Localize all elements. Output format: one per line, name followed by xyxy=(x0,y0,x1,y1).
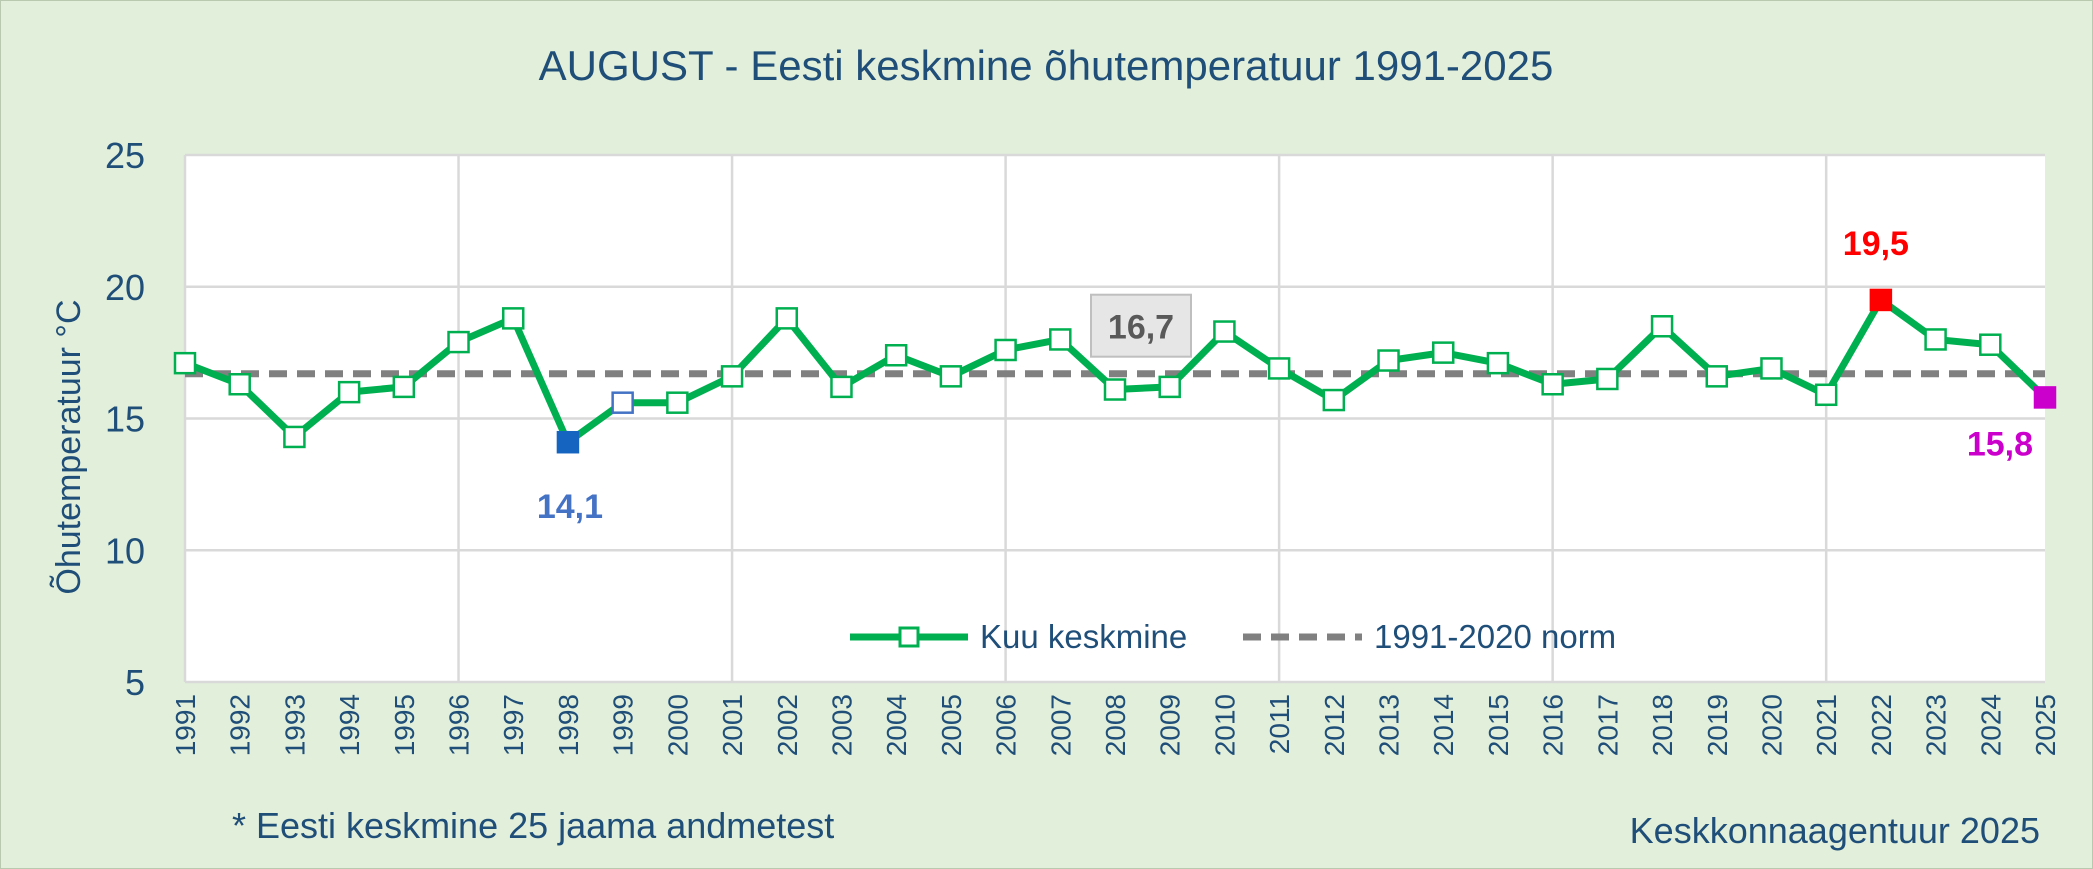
x-tick-label: 2017 xyxy=(1592,694,1623,756)
marker-2022 xyxy=(1869,288,1893,312)
x-tick-label: 2015 xyxy=(1483,694,1514,756)
x-tick-label: 2013 xyxy=(1374,694,1405,756)
data-label-1998: 14,1 xyxy=(537,488,603,526)
marker-1997 xyxy=(501,307,525,330)
norm-label-box xyxy=(1090,293,1192,358)
x-tick-label: 2009 xyxy=(1155,694,1186,756)
marker-2000 xyxy=(666,391,689,414)
y-tick-label: 5 xyxy=(125,662,145,703)
x-tick-label: 1999 xyxy=(608,694,639,756)
x-tick-label: 1998 xyxy=(553,694,584,756)
marker-2017 xyxy=(1596,367,1619,391)
marker-2014 xyxy=(1431,341,1455,364)
x-tick-label: 2020 xyxy=(1756,694,1787,756)
x-tick-label: 2021 xyxy=(1811,694,1842,756)
x-tick-label: 2022 xyxy=(1866,694,1897,756)
marker-2006 xyxy=(994,338,1017,362)
marker-1995 xyxy=(392,375,416,399)
x-tick-label: 2005 xyxy=(936,694,967,756)
marker-2009 xyxy=(1158,375,1181,399)
x-tick-label: 2019 xyxy=(1702,694,1733,756)
marker-2001 xyxy=(720,365,744,388)
marker-2003 xyxy=(830,375,853,399)
marker-1991 xyxy=(173,351,197,375)
chart-title: AUGUST - Eesti keskmine õhutemperatuur 1… xyxy=(539,42,1554,89)
legend: Kuu keskmine 1991-2020 norm xyxy=(850,618,1616,655)
marker-1998 xyxy=(556,430,580,454)
marker-2024 xyxy=(1979,333,2002,356)
x-axis-ticks: 1991 1992 1993 1994 1995 1996 1997 1998 1999 2000… xyxy=(170,694,2061,756)
legend-label-kuu-keskmine: Kuu keskmine xyxy=(980,618,1187,655)
y-axis-ticks: 5 10 15 20 25 xyxy=(105,135,145,703)
x-tick-label: 2025 xyxy=(2030,694,2061,756)
marker-2010 xyxy=(1213,320,1236,343)
x-tick-label: 2018 xyxy=(1647,694,1678,756)
legend-marker-kuu-keskmine xyxy=(898,626,920,648)
marker-1993 xyxy=(283,425,306,449)
marker-2005 xyxy=(939,365,963,388)
y-tick-label: 15 xyxy=(105,399,145,440)
y-tick-label: 20 xyxy=(105,267,145,308)
marker-2018 xyxy=(1650,315,1674,338)
marker-2023 xyxy=(1924,328,1947,351)
x-tick-label: 2006 xyxy=(991,694,1022,756)
marker-2004 xyxy=(884,344,908,367)
data-markers xyxy=(173,288,2057,454)
x-tick-label: 2002 xyxy=(772,694,803,756)
x-tick-label: 2023 xyxy=(1921,694,1952,756)
marker-2019 xyxy=(1705,365,1729,388)
marker-2016 xyxy=(1541,372,1564,396)
marker-2025 xyxy=(2033,386,2057,409)
footer-source: Keskkonnaagentuur 2025 xyxy=(1630,810,2040,851)
x-tick-label: 1996 xyxy=(444,694,475,756)
data-label-2025: 15,8 xyxy=(1967,425,2033,463)
x-tick-label: 2011 xyxy=(1264,694,1295,754)
x-tick-label: 1991 xyxy=(170,694,201,756)
x-tick-label: 1997 xyxy=(498,694,529,756)
x-tick-label: 1993 xyxy=(279,694,310,756)
gridlines xyxy=(183,153,2045,684)
x-tick-label: 1995 xyxy=(389,694,420,756)
marker-2021 xyxy=(1814,383,1838,407)
y-axis-label: Õhutemperatuur °C xyxy=(50,299,88,594)
marker-2008 xyxy=(1103,378,1127,401)
x-tick-label: 2001 xyxy=(717,694,748,756)
x-tick-label: 2000 xyxy=(662,694,693,756)
marker-2020 xyxy=(1760,357,1783,380)
x-tick-label: 2012 xyxy=(1319,694,1350,756)
marker-2011 xyxy=(1267,357,1291,380)
legend-label-norm: 1991-2020 norm xyxy=(1374,618,1616,655)
x-tick-label: 2004 xyxy=(881,694,912,756)
marker-1999 xyxy=(611,391,634,414)
x-tick-label: 1992 xyxy=(225,694,256,756)
norm-label: 16,7 xyxy=(1108,309,1174,347)
x-tick-label: 2024 xyxy=(1975,694,2006,756)
x-tick-label: 2016 xyxy=(1538,694,1569,756)
marker-2013 xyxy=(1377,349,1400,372)
marker-2015 xyxy=(1486,351,1510,375)
footer-note: * Eesti keskmine 25 jaama andmetest xyxy=(232,805,834,846)
marker-1992 xyxy=(228,372,251,396)
x-tick-label: 2007 xyxy=(1045,694,1076,756)
x-tick-label: 2003 xyxy=(826,694,857,756)
annotations: 14,1 19,5 15,8 16,7 xyxy=(537,225,2033,526)
y-tick-label: 10 xyxy=(105,530,145,571)
marker-2002 xyxy=(775,307,799,330)
x-tick-label: 1994 xyxy=(334,694,365,756)
marker-1994 xyxy=(337,380,361,404)
marker-2007 xyxy=(1049,328,1072,351)
data-label-2022: 19,5 xyxy=(1843,225,1909,263)
x-tick-label: 2010 xyxy=(1209,694,1240,756)
x-tick-label: 2008 xyxy=(1100,694,1131,756)
marker-2012 xyxy=(1322,388,1346,412)
y-tick-label: 25 xyxy=(105,135,145,176)
marker-1996 xyxy=(447,330,470,354)
x-tick-label: 2014 xyxy=(1428,694,1459,756)
